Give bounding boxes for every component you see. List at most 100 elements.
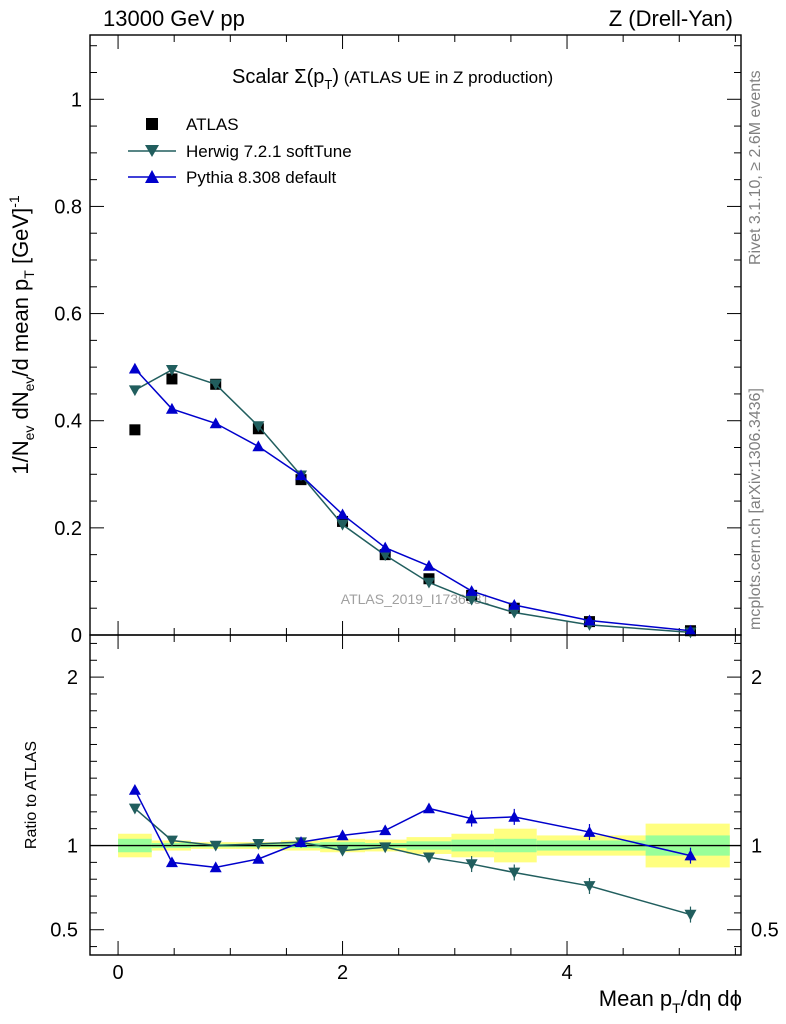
- main-point-1: [252, 421, 265, 433]
- ylabel-b: dN: [8, 391, 33, 425]
- main-point-2: [336, 508, 349, 520]
- legend-label-herwig: Herwig 7.2.1 softTune: [186, 142, 352, 161]
- ratio-point-0: [684, 909, 697, 921]
- main-data-marks: [128, 362, 697, 639]
- main-point-2: [295, 469, 308, 481]
- ratio-point-0: [209, 840, 222, 852]
- legend-entry-atlas: ATLAS: [146, 115, 239, 134]
- legend: ATLAS Herwig 7.2.1 softTune Pythia 8.308…: [128, 115, 352, 187]
- ylabel-a-sub: ev: [21, 426, 37, 441]
- ratio-point-0: [128, 803, 141, 815]
- main-point-1: [165, 365, 178, 376]
- ratio-point-1: [165, 856, 178, 868]
- ratio-y-axis: 0.5 0.5 1 1 2 2: [50, 642, 779, 948]
- main-point-2: [128, 362, 141, 374]
- main-point-1: [465, 594, 478, 606]
- main-series-line-1: [134, 369, 691, 634]
- main-point-2: [165, 402, 178, 414]
- legend-entry-pythia: Pythia 8.308 default: [128, 168, 337, 187]
- main-point-1: [128, 385, 141, 397]
- main-ytick-label: 0.4: [54, 411, 82, 433]
- main-point-1: [209, 379, 222, 391]
- ratio-point-1: [128, 783, 141, 795]
- legend-label-pythia: Pythia 8.308 default: [186, 168, 337, 187]
- ratio-point-1: [252, 853, 265, 864]
- ratio-point-0: [422, 852, 435, 864]
- main-point-2: [583, 614, 596, 626]
- ratio-xtick-label: 2: [337, 962, 348, 984]
- ratio-point-1: [583, 826, 596, 837]
- main-point-2: [422, 559, 435, 571]
- main-point-2: [465, 585, 478, 596]
- title-close: ): [332, 66, 339, 88]
- legend-marker-pythia: [145, 170, 159, 183]
- main-x-minor-ticks: [117, 35, 736, 635]
- ratio-x-axis: 0 2 4: [112, 635, 736, 984]
- watermark: ATLAS_2019_I1736531: [341, 591, 490, 607]
- main-panel: 0 0.2 0.4 0.6 0.8 1 ATLAS_2019_I1736531 Scala…: [6, 34, 742, 647]
- ratio-series-line-0: [134, 807, 691, 916]
- ratio-point-0: [508, 867, 521, 879]
- main-point-1: [336, 519, 349, 531]
- main-y-axis: 0 0.2 0.4 0.6 0.8 1: [54, 45, 741, 647]
- ratio-point-1: [295, 836, 308, 847]
- ratio-point-1: [465, 812, 478, 824]
- ratio-point-0: [379, 842, 392, 854]
- main-ylabel: 1/Nev dNev/d mean pT [GeV]-1: [6, 195, 37, 475]
- main-ytick-label: 0.2: [54, 518, 82, 540]
- ylabel-c-sub: T: [21, 270, 37, 279]
- main-point-2: [379, 541, 392, 553]
- ratio-data-marks: [128, 783, 697, 923]
- main-point-2: [252, 440, 265, 452]
- ratio-point-0: [165, 835, 178, 847]
- ratio-point-1: [508, 810, 521, 822]
- title-suffix: (ATLAS UE in Z production): [339, 68, 553, 87]
- main-point-2: [209, 417, 222, 429]
- main-ytick-label: 0.8: [54, 196, 82, 218]
- ylabel-c: /d mean p: [8, 279, 33, 377]
- ratio-series-line-1: [134, 789, 691, 869]
- main-point-atlas: [129, 424, 141, 436]
- main-point-2: [684, 624, 697, 636]
- ylabel-d: [GeV]: [8, 208, 33, 270]
- side-text-bottom: mcplots.cern.ch [arXiv:1306.3436]: [747, 388, 764, 630]
- main-point-1: [508, 607, 521, 619]
- main-point-atlas: [166, 373, 178, 385]
- ratio-ytick-label-right: 1: [751, 836, 762, 858]
- ratio-point-0: [583, 881, 596, 892]
- legend-marker-atlas: [146, 118, 158, 130]
- ratio-panel: 0.5 0.5 1 1 2 2 0 2 4 Ratio to ATLAS Mean pT/dη…: [23, 634, 779, 1016]
- ratio-point-1: [379, 824, 392, 836]
- title-sub: T: [324, 77, 332, 92]
- ratio-ytick-label-right: 0.5: [751, 920, 779, 942]
- ratio-ytick-label: 2: [67, 667, 78, 689]
- ratio-point-0: [252, 839, 265, 850]
- ylabel-d-sup: -1: [6, 195, 22, 208]
- ratio-point-1: [209, 861, 222, 873]
- ratio-xlabel: Mean pT/dη dϕ: [599, 986, 742, 1016]
- ylabel-a: 1/N: [8, 440, 33, 474]
- main-title: Scalar Σ(pT) (ATLAS UE in Z production): [232, 66, 553, 92]
- main-point-1: [379, 550, 392, 562]
- ratio-point-1: [422, 802, 435, 814]
- main-series-line-2: [134, 368, 691, 632]
- ratio-point-0: [336, 845, 349, 857]
- header-left: 13000 GeV pp: [103, 6, 245, 31]
- xlabel-a: Mean p: [599, 986, 672, 1011]
- main-ytick-label: 0: [71, 625, 82, 647]
- ratio-xtick-label: 4: [561, 962, 572, 984]
- ratio-ytick-label: 1: [67, 836, 78, 858]
- ratio-point-1: [336, 829, 349, 841]
- ratio-ytick-label-right: 2: [751, 667, 762, 689]
- header-right: Z (Drell-Yan): [609, 6, 733, 31]
- main-ytick-label: 1: [71, 89, 82, 111]
- main-ytick-label: 0.6: [54, 304, 82, 326]
- xlabel-b: /dη dϕ: [681, 986, 742, 1011]
- legend-entry-herwig: Herwig 7.2.1 softTune: [128, 142, 352, 161]
- legend-label-atlas: ATLAS: [186, 115, 239, 134]
- main-point-1: [422, 577, 435, 589]
- ylabel-b-sub: ev: [21, 377, 37, 392]
- ratio-point-1: [684, 849, 697, 861]
